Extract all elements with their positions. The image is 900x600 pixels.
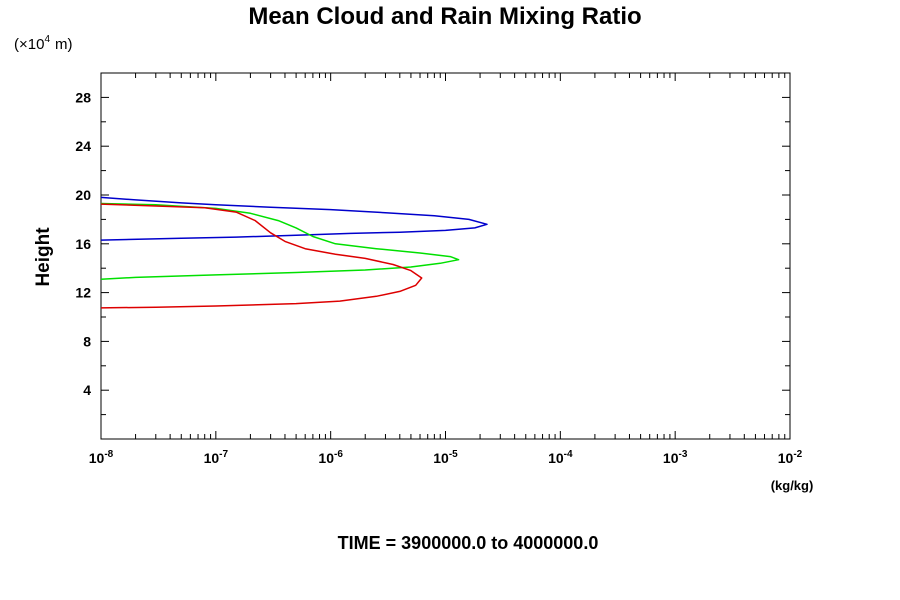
x-tick-base: 10 bbox=[89, 450, 105, 466]
x-tick-base: 10 bbox=[433, 450, 449, 466]
x-tick-label: 10-5 bbox=[433, 449, 458, 466]
y-scale-unit: m) bbox=[55, 36, 73, 53]
time-range-footer: TIME = 3900000.0 to 4000000.0 bbox=[338, 533, 599, 553]
x-tick-exponent: -5 bbox=[449, 449, 458, 460]
y-tick-label: 28 bbox=[75, 89, 91, 105]
y-tick-label: 20 bbox=[75, 187, 91, 203]
x-tick-exponent: -3 bbox=[679, 449, 688, 460]
x-tick-base: 10 bbox=[318, 450, 334, 466]
y-scale-base: (×10 bbox=[14, 36, 44, 53]
x-tick-exponent: -7 bbox=[219, 449, 228, 460]
y-tick-label: 12 bbox=[75, 285, 91, 301]
x-tick-base: 10 bbox=[548, 450, 564, 466]
x-tick-label: 10-6 bbox=[318, 449, 343, 466]
y-tick-label: 8 bbox=[83, 333, 91, 349]
y-tick-label: 4 bbox=[83, 382, 91, 398]
y-tick-label: 24 bbox=[75, 138, 91, 154]
x-tick-base: 10 bbox=[663, 450, 679, 466]
series-line-2 bbox=[100, 202, 460, 280]
y-scale-label: (×104 m) bbox=[14, 34, 73, 53]
x-tick-label: 10-8 bbox=[89, 449, 114, 466]
series-line-3 bbox=[100, 203, 423, 309]
x-tick-base: 10 bbox=[778, 450, 794, 466]
x-tick-label: 10-3 bbox=[663, 449, 688, 466]
series-layer bbox=[100, 196, 488, 309]
y-scale-exponent: 4 bbox=[44, 34, 50, 45]
x-axis-unit: (kg/kg) bbox=[771, 478, 814, 493]
x-tick-exponent: -8 bbox=[104, 449, 113, 460]
series-line-1 bbox=[100, 196, 488, 241]
x-tick-exponent: -6 bbox=[334, 449, 343, 460]
x-tick-label: 10-4 bbox=[548, 449, 573, 466]
x-tick-label: 10-7 bbox=[204, 449, 229, 466]
chart-title: Mean Cloud and Rain Mixing Ratio bbox=[248, 3, 641, 30]
y-axis-label: Height bbox=[33, 227, 54, 287]
y-tick-label: 16 bbox=[75, 236, 91, 252]
x-tick-exponent: -4 bbox=[564, 449, 573, 460]
x-tick-base: 10 bbox=[204, 450, 220, 466]
x-tick-label: 10-2 bbox=[778, 449, 803, 466]
x-tick-exponent: -2 bbox=[793, 449, 802, 460]
